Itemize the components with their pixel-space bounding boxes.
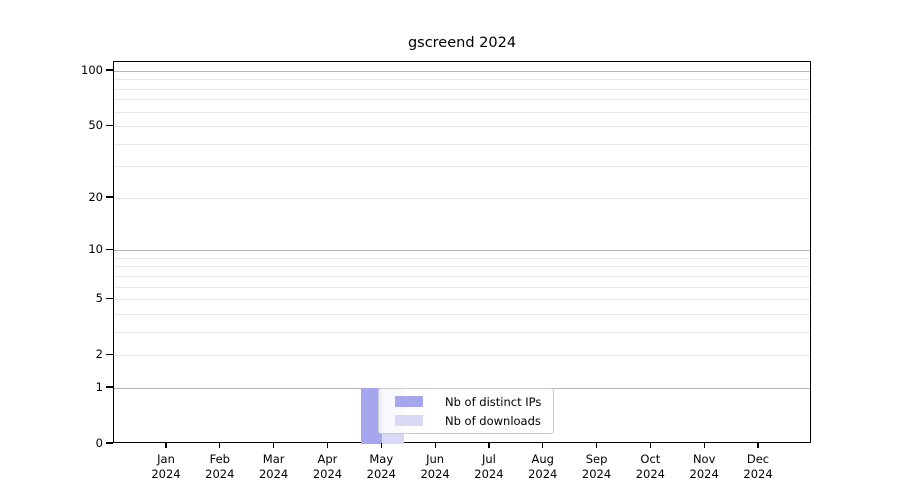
x-tick-mark [649,443,651,448]
gridline-major [114,250,810,252]
y-tick-label: 50 [88,118,103,133]
x-tick-label: Oct 2024 [620,452,680,482]
y-tick-mark [106,442,113,444]
y-tick-label: 10 [88,242,103,257]
y-tick-label: 1 [95,379,103,394]
x-tick-month: Apr [317,452,338,466]
x-tick-mark [326,443,329,448]
y-tick-label: 2 [95,347,103,362]
y-tick-mark [106,124,113,126]
y-tick-mark [106,196,113,198]
x-tick-year: 2024 [312,467,343,481]
y-tick-mark [106,297,113,299]
x-tick-year: 2024 [743,467,773,481]
y-tick-mark [106,248,113,250]
x-tick-year: 2024 [474,467,504,481]
x-tick-label: Feb 2024 [190,452,250,482]
plot-area [113,61,811,444]
x-tick-month: Oct [640,452,661,466]
gridline-minor [114,166,810,168]
x-tick-mark [703,443,705,448]
x-tick-year: 2024 [205,467,235,481]
x-tick-year: 2024 [635,467,666,481]
x-tick-mark [380,443,382,448]
x-tick-mark [757,443,759,448]
gridline-minor [114,111,810,113]
x-tick-year: 2024 [689,467,719,481]
x-tick-year: 2024 [366,467,396,481]
y-tick-mark [106,69,113,71]
legend-swatch-distinct-ips-icon [395,396,423,407]
x-tick-month: Jun [426,452,445,466]
x-tick-mark [165,443,167,448]
y-tick-label: 5 [95,291,103,306]
gridline-minor [114,257,810,259]
x-tick-label: Jun 2024 [405,452,465,482]
gridline-minor [114,355,810,357]
x-tick-month: Jan [157,452,175,466]
x-tick-year: 2024 [151,467,181,481]
x-tick-month: May [369,452,394,466]
x-tick-month: Mar [262,452,285,466]
gridline-minor [114,313,810,315]
gridline-minor [114,99,810,101]
y-tick-label: 20 [88,189,103,204]
legend-label-downloads: Nb of downloads [445,413,541,428]
x-tick-mark [595,443,598,448]
gridline-minor [114,331,810,333]
gridline-minor [114,79,810,81]
y-tick-mark [106,386,113,388]
x-tick-year: 2024 [528,467,558,481]
x-tick-label: Dec 2024 [728,452,788,482]
x-tick-month: Jul [481,452,496,466]
x-tick-month: Feb [209,452,230,466]
x-tick-label: Sep 2024 [567,452,627,482]
bar-nb-of-distinct-ips [360,387,383,444]
x-tick-month: Sep [585,452,608,466]
gridline-minor [114,266,810,268]
x-tick-label: Apr 2024 [297,452,357,482]
x-tick-mark [273,443,275,448]
gridline-minor [114,275,810,277]
gridline-minor [114,143,810,145]
x-tick-year: 2024 [581,467,612,481]
legend-label-distinct-ips: Nb of distinct IPs [445,394,542,409]
legend-entry-distinct-ips: Nb of distinct IPs [395,394,541,409]
x-tick-label: Aug 2024 [513,452,573,482]
x-tick-month: Nov [692,452,716,466]
x-tick-label: Jan 2024 [136,452,196,482]
x-tick-label: Mar 2024 [244,452,304,482]
x-tick-month: Dec [746,452,770,466]
x-tick-label: Nov 2024 [674,452,734,482]
x-tick-mark [219,443,221,448]
gridline-minor [114,299,810,301]
gridline-minor [114,126,810,128]
x-tick-month: Aug [531,452,554,466]
y-tick-label: 0 [95,436,103,450]
gridline-minor [114,197,810,199]
legend-entry-downloads: Nb of downloads [395,413,541,428]
x-tick-label: May 2024 [351,452,411,482]
x-tick-label: Jul 2024 [459,452,519,482]
gridline-minor [114,286,810,288]
gridline-minor [114,88,810,90]
y-tick-label: 100 [81,63,103,77]
legend-swatch-downloads-icon [395,415,423,426]
x-tick-mark [434,443,436,448]
gridline-major [114,71,810,72]
chart-title: gscreend 2024 [407,35,517,51]
x-tick-mark [542,443,544,448]
y-tick-mark [106,353,113,355]
x-tick-mark [488,443,490,448]
legend: Nb of distinct IPs Nb of downloads [378,388,555,434]
x-tick-year: 2024 [420,467,450,481]
x-tick-year: 2024 [258,467,289,481]
